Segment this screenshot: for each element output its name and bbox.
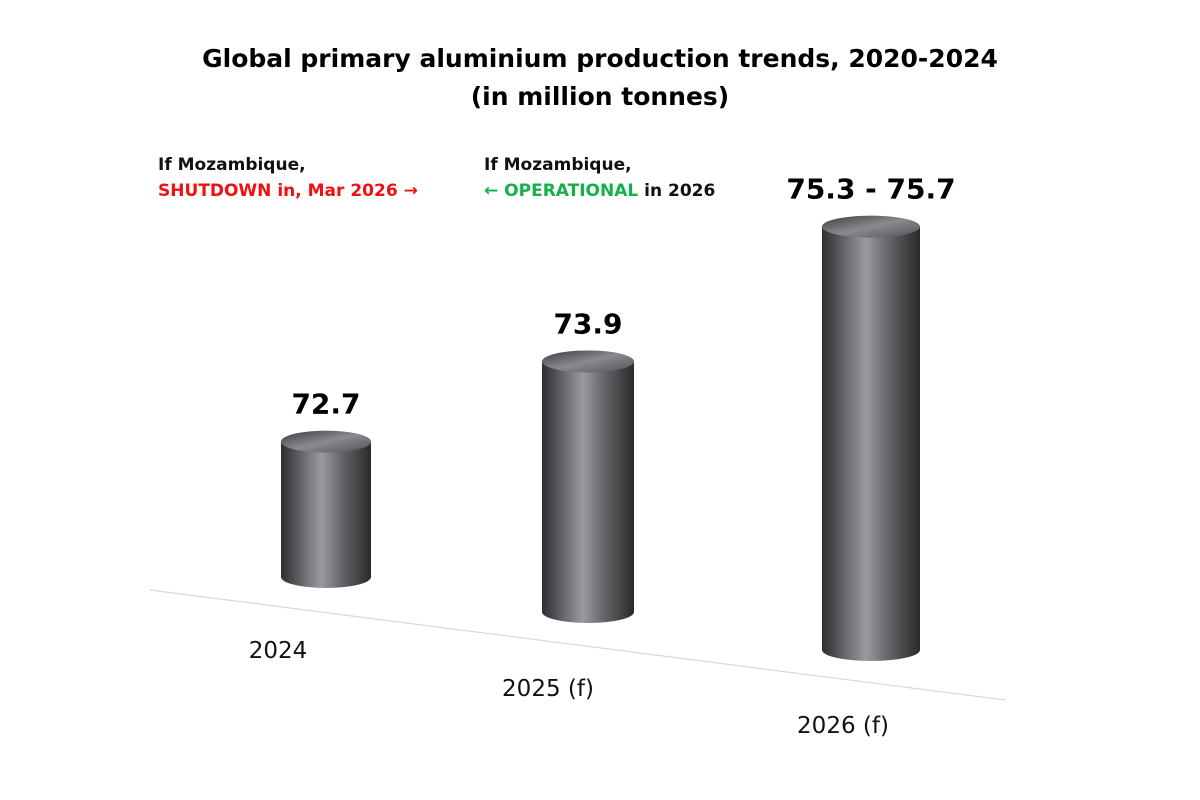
chart-subtitle: (in million tonnes) [470,82,730,111]
bar-cylinder-body [542,361,634,623]
data-label: 73.9 [553,307,622,340]
data-label: 72.7 [291,388,360,421]
annotation-operational-rest: in 2026 [638,181,716,201]
annotation-shutdown-line1: If Mozambique, [158,155,306,175]
arrow-left-icon: ← [484,181,499,201]
bar-cylinder-top [822,215,920,238]
bar-cylinder-body [281,441,371,588]
chart-title: Global primary aluminium production tren… [202,44,998,73]
bar-cylinder-top [542,350,634,373]
data-label: 75.3 - 75.7 [786,173,955,206]
baseline [149,589,1006,701]
category-label: 2024 [249,638,308,664]
annotation-shutdown-highlight: SHUTDOWN in, Mar 2026 [158,181,398,201]
arrow-right-icon: → [403,181,418,201]
annotation-operational-highlight: OPERATIONAL [504,181,639,201]
annotation-operational-line1: If Mozambique, [484,155,632,175]
bar-cylinder-body [822,226,920,661]
annotation-operational: If Mozambique, ← OPERATIONAL in 2026 [484,152,715,204]
category-label: 2026 (f) [797,713,889,739]
category-label: 2025 (f) [502,676,594,702]
bar-cylinder-top [281,430,371,453]
annotation-shutdown: If Mozambique, SHUTDOWN in, Mar 2026 → [158,152,418,204]
